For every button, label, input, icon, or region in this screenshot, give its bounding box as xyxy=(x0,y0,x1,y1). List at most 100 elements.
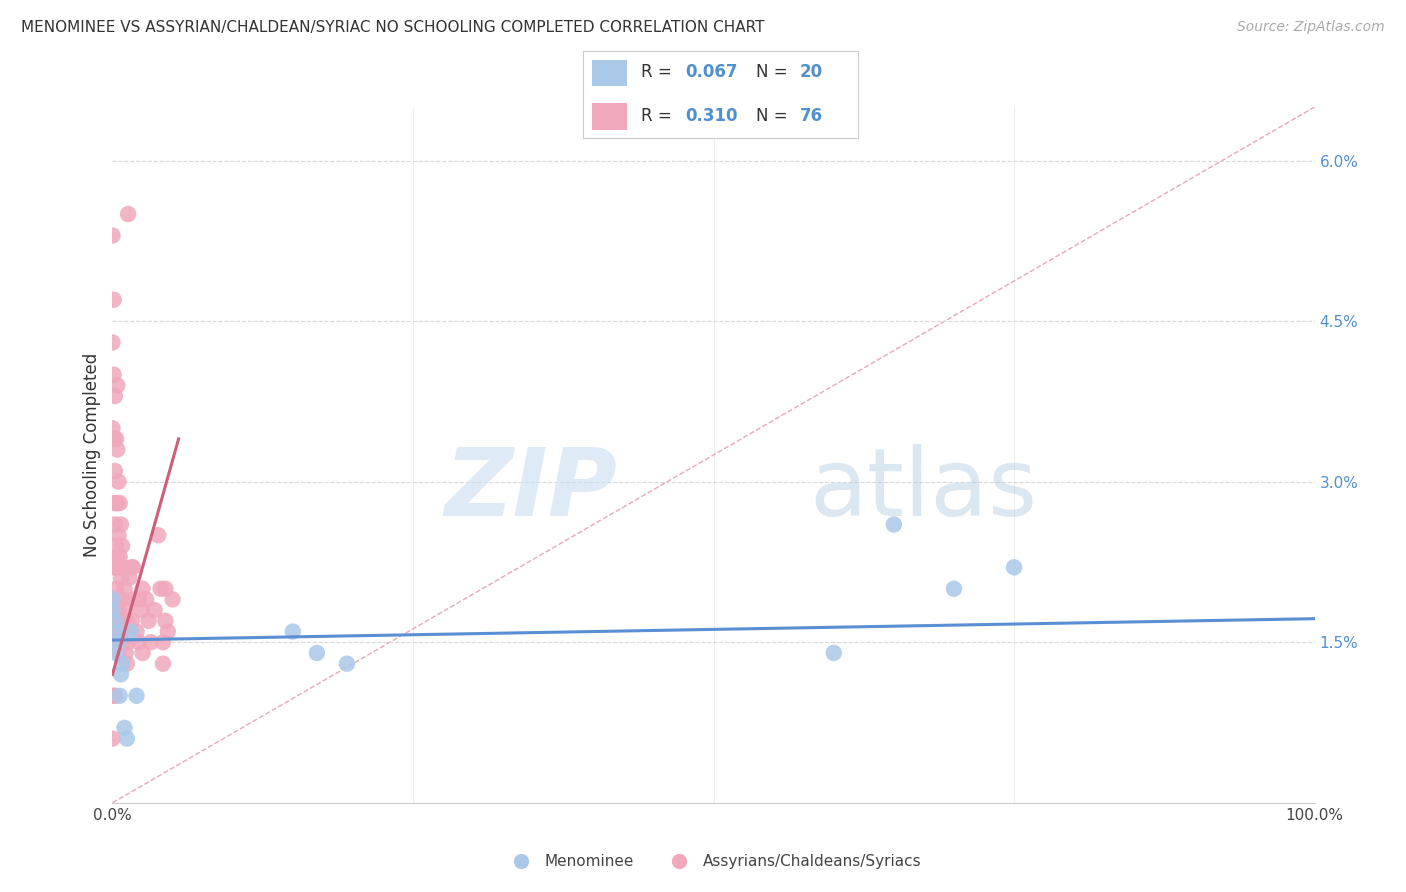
Point xyxy=(103,689,125,703)
Point xyxy=(115,731,138,746)
Point xyxy=(121,614,143,628)
Point xyxy=(101,592,124,607)
Point xyxy=(118,571,141,585)
Point xyxy=(146,528,169,542)
Point xyxy=(131,603,153,617)
Point xyxy=(101,228,124,243)
Point xyxy=(101,731,124,746)
Text: MENOMINEE VS ASSYRIAN/CHALDEAN/SYRIAC NO SCHOOLING COMPLETED CORRELATION CHART: MENOMINEE VS ASSYRIAN/CHALDEAN/SYRIAC NO… xyxy=(21,20,765,35)
Y-axis label: No Schooling Completed: No Schooling Completed xyxy=(83,353,101,557)
Point xyxy=(125,689,148,703)
Point xyxy=(105,442,128,457)
Point xyxy=(139,635,162,649)
Point xyxy=(101,603,124,617)
Point xyxy=(131,646,153,660)
Point xyxy=(942,582,965,596)
Point xyxy=(103,293,125,307)
Point xyxy=(103,560,125,574)
Point xyxy=(149,582,172,596)
Point xyxy=(112,614,135,628)
Legend: Menominee, Assyrians/Chaldeans/Syriacs: Menominee, Assyrians/Chaldeans/Syriacs xyxy=(501,848,927,875)
Point xyxy=(105,582,128,596)
Point xyxy=(305,646,328,660)
Text: 0.067: 0.067 xyxy=(685,63,737,81)
Point xyxy=(114,624,136,639)
Point xyxy=(114,721,136,735)
Point xyxy=(110,517,132,532)
Point xyxy=(104,689,127,703)
Point xyxy=(101,421,124,435)
Point xyxy=(110,614,132,628)
Point xyxy=(103,624,125,639)
FancyBboxPatch shape xyxy=(592,60,627,86)
Point xyxy=(135,592,157,607)
Point xyxy=(117,635,139,649)
Text: 0.310: 0.310 xyxy=(685,107,737,125)
Point xyxy=(114,603,136,617)
Point xyxy=(138,614,160,628)
Point xyxy=(108,689,131,703)
Point xyxy=(105,549,128,564)
FancyBboxPatch shape xyxy=(592,103,627,129)
Text: ZIP: ZIP xyxy=(444,443,617,536)
Text: N =: N = xyxy=(756,63,793,81)
Point xyxy=(128,635,150,649)
Point xyxy=(104,517,127,532)
Point xyxy=(110,667,132,681)
Point xyxy=(336,657,359,671)
Point xyxy=(107,603,129,617)
Point xyxy=(115,614,138,628)
Point xyxy=(105,539,128,553)
Text: atlas: atlas xyxy=(810,443,1038,536)
Point xyxy=(121,560,143,574)
Point xyxy=(111,635,134,649)
Text: Source: ZipAtlas.com: Source: ZipAtlas.com xyxy=(1237,20,1385,34)
Point xyxy=(105,378,128,392)
Point xyxy=(105,614,128,628)
Point xyxy=(103,496,125,510)
Point xyxy=(131,582,153,596)
Point xyxy=(152,635,174,649)
Point xyxy=(120,624,142,639)
Point xyxy=(107,646,129,660)
Point xyxy=(105,496,128,510)
Text: 20: 20 xyxy=(800,63,823,81)
Point xyxy=(107,475,129,489)
Point xyxy=(162,592,184,607)
Point xyxy=(108,496,131,510)
Point xyxy=(101,592,124,607)
Point xyxy=(115,657,138,671)
Point xyxy=(152,657,174,671)
Point xyxy=(105,496,128,510)
Text: R =: R = xyxy=(641,107,678,125)
Point xyxy=(105,432,128,446)
Point xyxy=(104,389,127,403)
Point xyxy=(128,592,150,607)
Point xyxy=(108,592,131,607)
Point xyxy=(101,335,124,350)
Point xyxy=(111,657,134,671)
Point xyxy=(108,549,131,564)
Point xyxy=(105,624,128,639)
Point xyxy=(823,646,845,660)
Point xyxy=(117,207,139,221)
Point xyxy=(155,614,177,628)
Point xyxy=(108,635,131,649)
Point xyxy=(155,582,177,596)
Point xyxy=(114,646,136,660)
Point xyxy=(111,539,134,553)
Point xyxy=(122,560,145,574)
Point xyxy=(114,582,136,596)
Point xyxy=(112,560,135,574)
Point xyxy=(107,528,129,542)
Text: 76: 76 xyxy=(800,107,823,125)
Point xyxy=(122,592,145,607)
Point xyxy=(104,614,127,628)
Point xyxy=(281,624,304,639)
Text: R =: R = xyxy=(641,63,678,81)
Point xyxy=(103,432,125,446)
Point xyxy=(104,464,127,478)
Point xyxy=(107,635,129,649)
Point xyxy=(105,646,128,660)
Point xyxy=(143,603,166,617)
